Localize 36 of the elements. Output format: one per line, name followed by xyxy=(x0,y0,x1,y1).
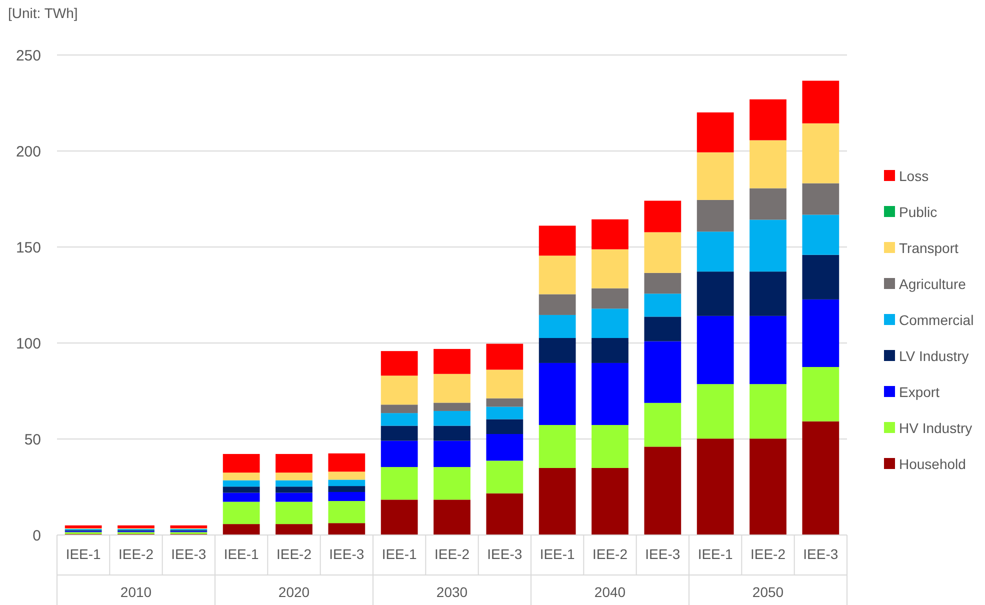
legend-label: HV Industry xyxy=(899,420,972,436)
x-tick-label: IEE-3 xyxy=(487,546,522,562)
legend-label: Commercial xyxy=(899,312,974,328)
x-tick-label: IEE-3 xyxy=(171,546,206,562)
y-tick-label: 250 xyxy=(16,47,41,64)
x-tick-label: IEE-1 xyxy=(698,546,734,562)
legend-label: Loss xyxy=(899,168,929,184)
x-tick-label: IEE-2 xyxy=(118,546,154,562)
legend-label: LV Industry xyxy=(899,348,969,364)
y-axis-title: [Unit: TWh] xyxy=(8,5,78,21)
y-tick-label: 200 xyxy=(16,143,41,160)
legend-label: Household xyxy=(899,456,966,472)
x-tick-label: IEE-2 xyxy=(276,546,312,562)
y-tick-label: 50 xyxy=(24,431,41,448)
x-tick-label: IEE-3 xyxy=(803,546,838,562)
legend-label: Transport xyxy=(899,240,958,256)
x-tick-label: IEE-3 xyxy=(329,546,364,562)
y-tick-label: 100 xyxy=(16,335,41,352)
x-tick-label: IEE-2 xyxy=(750,546,786,562)
text: 2050 xyxy=(752,584,784,600)
legend-label: Agriculture xyxy=(899,276,966,292)
x-tick-label: IEE-1 xyxy=(66,546,102,562)
x-tick-label: IEE-2 xyxy=(592,546,628,562)
x-tick-label: IEE-1 xyxy=(382,546,418,562)
text: 2010 xyxy=(120,584,152,600)
legend-label: Public xyxy=(899,204,938,220)
y-tick-label: 0 xyxy=(32,527,41,544)
text: 2020 xyxy=(278,584,310,600)
x-tick-label: IEE-2 xyxy=(434,546,470,562)
text: 2030 xyxy=(436,584,468,600)
x-tick-label: IEE-1 xyxy=(540,546,576,562)
legend-label: Export xyxy=(899,384,940,400)
x-tick-label: IEE-3 xyxy=(645,546,680,562)
x-tick-label: IEE-1 xyxy=(224,546,260,562)
text: 2040 xyxy=(594,584,626,600)
y-tick-label: 150 xyxy=(16,239,41,256)
